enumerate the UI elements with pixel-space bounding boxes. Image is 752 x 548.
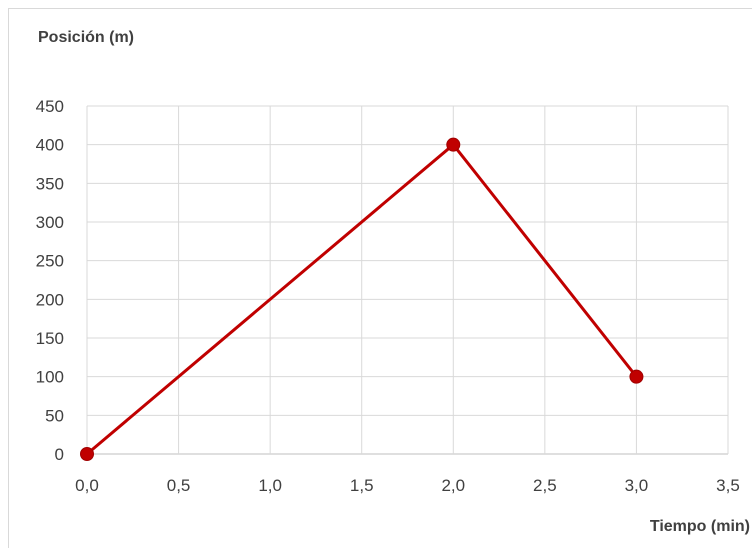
- y-axis-title: Posición (m): [38, 29, 134, 46]
- y-tick-label: 0: [55, 445, 64, 464]
- y-tick-label: 100: [36, 368, 64, 387]
- x-tick-label: 1,5: [350, 476, 374, 495]
- y-tick-label: 300: [36, 213, 64, 232]
- y-axis-tick-labels: 0 50 100 150 200 250 300 350 400 450: [36, 97, 64, 464]
- x-tick-label: 3,0: [625, 476, 649, 495]
- y-tick-label: 350: [36, 174, 64, 193]
- x-tick-label: 2,5: [533, 476, 557, 495]
- x-axis-tick-labels: 0,0 0,5 1,0 1,5 2,0 2,5 3,0 3,5: [75, 476, 740, 495]
- y-tick-label: 450: [36, 97, 64, 116]
- chart-frame: [8, 8, 752, 548]
- x-tick-label: 3,5: [716, 476, 740, 495]
- y-tick-label: 150: [36, 329, 64, 348]
- data-point: [446, 137, 461, 152]
- x-tick-label: 1,0: [258, 476, 282, 495]
- y-tick-label: 200: [36, 290, 64, 309]
- data-point: [629, 369, 644, 384]
- grid-layer: [86, 105, 729, 455]
- x-tick-label: 2,0: [441, 476, 465, 495]
- data-point: [80, 447, 94, 461]
- x-tick-label: 0,0: [75, 476, 99, 495]
- x-axis-title: Tiempo (min): [650, 518, 750, 535]
- x-tick-label: 0,5: [167, 476, 191, 495]
- y-tick-label: 250: [36, 252, 64, 271]
- series-layer: [80, 137, 644, 461]
- y-tick-label: 400: [36, 136, 64, 155]
- y-tick-label: 50: [45, 406, 64, 425]
